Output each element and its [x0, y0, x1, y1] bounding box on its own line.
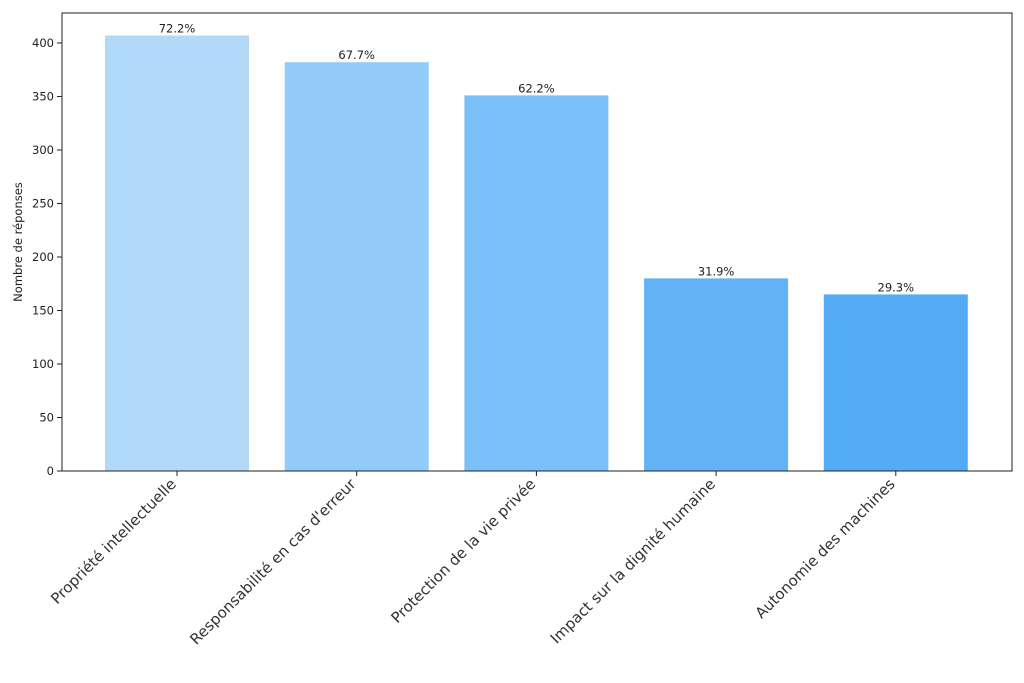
x-tick-label: Responsabilité en cas d'erreur	[186, 475, 360, 649]
y-tick-label: 150	[32, 303, 54, 317]
data-labels-group: 72.2% 67.7% 62.2% 31.9% 29.3%	[159, 21, 914, 294]
y-tick-label: 350	[32, 89, 54, 103]
y-axis-title: Nombre de réponses	[11, 182, 25, 302]
bar	[464, 95, 609, 472]
bar	[284, 62, 429, 471]
x-tick-label: Impact sur la dignité humaine	[547, 475, 719, 647]
x-tick-label: Protection de la vie privée	[388, 475, 540, 627]
y-tick-label: 0	[47, 464, 54, 478]
bar-data-label: 29.3%	[878, 280, 915, 294]
plot-frame	[61, 12, 1013, 472]
bar-data-label: 72.2%	[159, 21, 196, 35]
y-axis-ticks: 0 50 100 150 200 250 300 350 400	[32, 36, 62, 478]
y-tick-label: 400	[32, 36, 54, 50]
x-tick-label: Autonomie des machines	[752, 475, 899, 622]
x-axis-ticks: Propriété intellectuelle Responsabilité e…	[47, 471, 899, 648]
bar	[105, 35, 249, 472]
bar	[644, 278, 789, 471]
bar-data-label: 67.7%	[338, 48, 375, 62]
y-tick-label: 200	[32, 250, 54, 264]
y-tick-label: 250	[32, 196, 54, 210]
y-tick-label: 300	[32, 143, 54, 157]
y-tick-label: 100	[32, 357, 54, 371]
bars-group	[105, 35, 968, 472]
bar-data-label: 31.9%	[698, 264, 735, 278]
bar-data-label: 62.2%	[518, 81, 555, 95]
x-tick-label: Propriété intellectuelle	[47, 475, 180, 608]
bar	[823, 294, 968, 471]
y-tick-label: 50	[39, 410, 54, 424]
